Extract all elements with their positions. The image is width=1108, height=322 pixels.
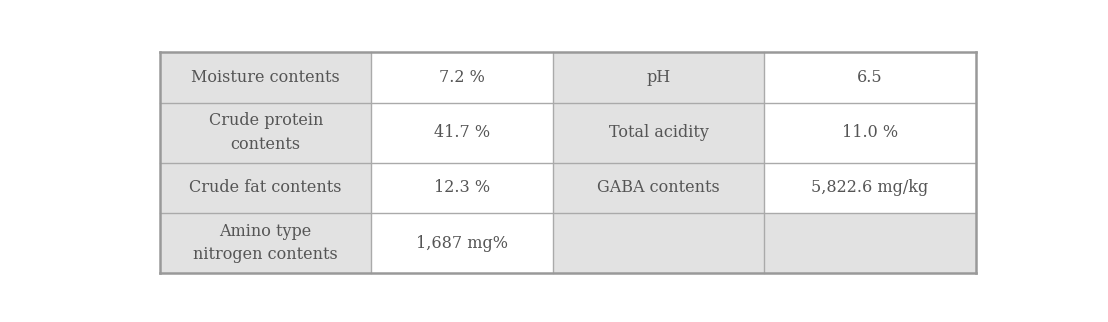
Bar <box>765 163 976 213</box>
Bar <box>371 103 553 163</box>
Bar <box>765 52 976 103</box>
Text: Crude fat contents: Crude fat contents <box>189 179 342 196</box>
Bar <box>553 213 765 273</box>
Bar <box>371 163 553 213</box>
Text: GABA contents: GABA contents <box>597 179 720 196</box>
Bar <box>765 103 976 163</box>
Text: Moisture contents: Moisture contents <box>192 69 340 86</box>
Text: 5,822.6 mg/kg: 5,822.6 mg/kg <box>811 179 929 196</box>
Text: Amino type
nitrogen contents: Amino type nitrogen contents <box>193 223 338 263</box>
Bar <box>553 163 765 213</box>
Text: 11.0 %: 11.0 % <box>842 124 899 141</box>
Text: pH: pH <box>646 69 670 86</box>
Bar <box>160 213 371 273</box>
Bar <box>160 103 371 163</box>
Bar <box>160 163 371 213</box>
Text: Total acidity: Total acidity <box>608 124 708 141</box>
Text: 41.7 %: 41.7 % <box>434 124 490 141</box>
Bar <box>765 213 976 273</box>
Text: 7.2 %: 7.2 % <box>439 69 485 86</box>
Text: 6.5: 6.5 <box>858 69 883 86</box>
Text: 1,687 mg%: 1,687 mg% <box>417 234 509 251</box>
Text: 12.3 %: 12.3 % <box>434 179 490 196</box>
Bar <box>160 52 371 103</box>
Text: Crude protein
contents: Crude protein contents <box>208 112 322 153</box>
Bar <box>553 52 765 103</box>
Bar <box>371 213 553 273</box>
Bar <box>553 103 765 163</box>
Bar <box>371 52 553 103</box>
